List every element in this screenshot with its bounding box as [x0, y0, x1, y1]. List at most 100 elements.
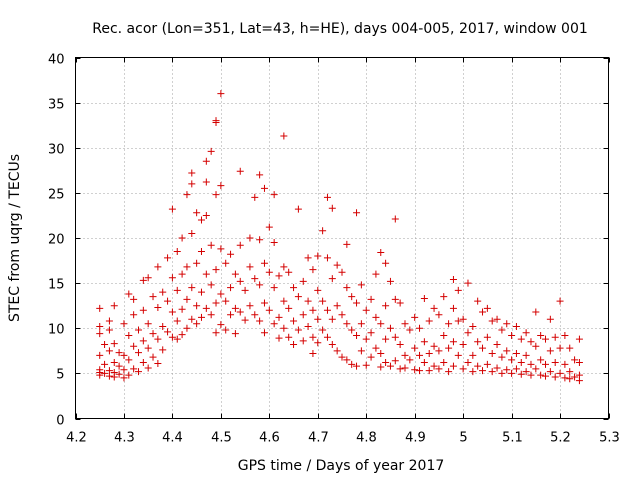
data-point: [542, 360, 550, 368]
data-point: [372, 270, 380, 278]
data-point: [168, 205, 176, 213]
data-point: [508, 331, 516, 339]
data-point: [314, 315, 322, 323]
data-point: [202, 304, 210, 312]
data-point: [227, 250, 235, 258]
data-point: [474, 338, 482, 346]
data-point: [212, 266, 220, 274]
data-point: [440, 293, 448, 301]
data-point: [236, 308, 244, 316]
x-tick-label: 4.6: [259, 431, 280, 446]
data-point: [464, 279, 472, 287]
data-point: [353, 331, 361, 339]
data-point: [483, 333, 491, 341]
data-point: [144, 364, 152, 372]
data-point: [105, 326, 113, 334]
data-point: [357, 347, 365, 355]
data-point: [508, 369, 516, 377]
data-point: [265, 223, 273, 231]
data-point: [168, 333, 176, 341]
data-point: [159, 288, 167, 296]
data-point: [96, 351, 104, 359]
data-point: [144, 320, 152, 328]
data-point: [222, 259, 230, 267]
data-point: [246, 263, 254, 271]
data-point: [168, 274, 176, 282]
data-point: [566, 368, 574, 376]
data-point: [246, 302, 254, 310]
data-point: [556, 297, 564, 305]
data-point: [207, 241, 215, 249]
data-point: [134, 368, 142, 376]
data-point: [377, 350, 385, 358]
x-tick-label: 4.9: [405, 431, 426, 446]
data-point: [508, 356, 516, 364]
data-point: [217, 90, 225, 98]
data-point: [173, 335, 181, 343]
y-tick-label: 5: [56, 368, 64, 383]
data-point: [498, 353, 506, 361]
x-tick-label: 4.3: [114, 431, 135, 446]
data-point: [367, 353, 375, 361]
data-point: [120, 374, 128, 382]
data-point: [401, 351, 409, 359]
data-point: [256, 281, 264, 289]
data-point: [154, 263, 162, 271]
data-point: [566, 344, 574, 352]
data-point: [265, 306, 273, 314]
data-point: [101, 369, 109, 377]
data-point: [362, 335, 370, 343]
data-point: [125, 331, 133, 339]
data-point: [173, 248, 181, 256]
data-point: [202, 157, 210, 165]
data-point: [164, 297, 172, 305]
data-point: [227, 284, 235, 292]
data-point: [309, 306, 317, 314]
data-point: [391, 357, 399, 365]
data-point: [260, 299, 268, 307]
data-point: [493, 364, 501, 372]
data-point: [343, 356, 351, 364]
data-point: [512, 350, 520, 358]
data-point: [115, 362, 123, 370]
data-point: [314, 286, 322, 294]
data-point: [517, 335, 525, 343]
data-point: [469, 322, 477, 330]
data-point: [445, 320, 453, 328]
data-point: [357, 320, 365, 328]
data-point: [285, 304, 293, 312]
data-point: [430, 362, 438, 370]
data-point: [207, 281, 215, 289]
data-point: [357, 281, 365, 289]
data-point: [144, 344, 152, 352]
data-point: [551, 333, 559, 341]
data-point: [546, 315, 554, 323]
y-tick-label: 30: [48, 143, 65, 158]
data-point: [173, 317, 181, 325]
x-tick-label: 5.3: [599, 431, 620, 446]
data-point: [416, 351, 424, 359]
data-point: [304, 254, 312, 262]
data-point: [445, 344, 453, 352]
data-point: [459, 365, 467, 373]
y-axis-tick-labels: 0 5 10 15 20 25 30 35 40: [48, 53, 65, 429]
data-point: [168, 308, 176, 316]
data-point: [527, 360, 535, 368]
data-point: [96, 371, 104, 379]
data-point: [386, 324, 394, 332]
data-point: [285, 268, 293, 276]
data-point: [323, 306, 331, 314]
data-point: [386, 277, 394, 285]
data-point: [110, 373, 118, 381]
data-point: [212, 118, 220, 126]
data-point: [367, 329, 375, 337]
data-point: [159, 346, 167, 354]
data-point: [333, 302, 341, 310]
x-tick-label: 4.8: [356, 431, 377, 446]
data-point: [561, 374, 569, 382]
data-point: [217, 182, 225, 190]
data-point: [411, 366, 419, 374]
data-point: [222, 297, 230, 305]
data-point: [246, 234, 254, 242]
